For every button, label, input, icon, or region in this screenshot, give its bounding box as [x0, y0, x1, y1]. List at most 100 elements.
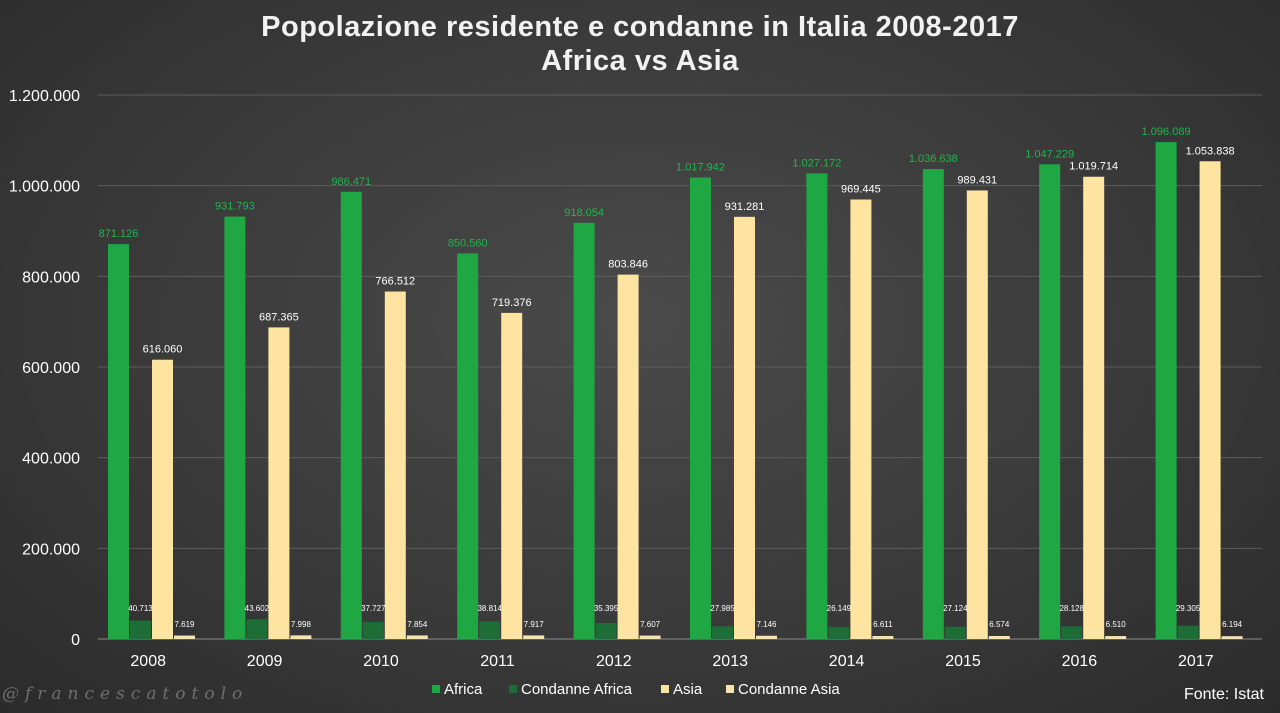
- bar-condanne-asia: [523, 635, 545, 639]
- x-tick-label: 2011: [480, 653, 515, 670]
- x-tick-label: 2012: [596, 653, 632, 670]
- bar-asia: [1083, 176, 1105, 639]
- legend-label: Condanne Africa: [521, 681, 633, 698]
- data-label: 1.053.838: [1186, 145, 1235, 157]
- y-tick-label: 400.000: [22, 451, 80, 468]
- data-label: 43.602: [245, 604, 270, 613]
- chart-title: Popolazione residente e condanne in Ital…: [0, 10, 1280, 78]
- data-label: 6.574: [989, 620, 1010, 629]
- bar-asia: [734, 216, 755, 639]
- bar-condanne-asia: [988, 636, 1010, 639]
- watermark: @francescatotolo: [2, 684, 249, 704]
- bar-africa: [1039, 164, 1061, 640]
- bar-africa: [340, 191, 362, 640]
- bar-africa: [573, 222, 595, 639]
- bar-condanne-africa: [1061, 626, 1083, 639]
- bar-condanne-africa: [479, 621, 501, 639]
- data-label: 26.149: [827, 604, 852, 613]
- bar-africa: [108, 244, 129, 640]
- data-label: 719.376: [492, 297, 532, 309]
- data-label: 1.017.942: [676, 162, 725, 174]
- bar-condanne-africa: [944, 626, 966, 639]
- bar-condanne-africa: [712, 626, 733, 639]
- data-label: 35.395: [594, 604, 619, 613]
- data-label: 616.060: [143, 344, 183, 356]
- bar-condanne-asia: [756, 635, 777, 639]
- bar-condanne-africa: [130, 620, 151, 639]
- bar-condanne-asia: [639, 635, 661, 639]
- legend-label: Africa: [444, 681, 483, 698]
- bar-condanne-africa: [1177, 625, 1199, 639]
- x-tick-label: 2010: [363, 653, 399, 670]
- bar-asia: [501, 312, 523, 639]
- legend-label: Asia: [673, 681, 703, 698]
- x-tick-label: 2013: [712, 653, 748, 670]
- data-label: 986.471: [331, 176, 371, 188]
- data-label: 1.096.089: [1142, 126, 1191, 138]
- data-label: 1.047.229: [1025, 148, 1074, 160]
- data-label: 7.917: [524, 620, 545, 629]
- bar-africa: [922, 169, 944, 639]
- bar-condanne-asia: [872, 636, 894, 639]
- bar-condanne-asia: [1221, 636, 1243, 639]
- data-label: 7.146: [756, 620, 777, 629]
- data-label: 871.126: [99, 228, 139, 240]
- data-label: 38.814: [477, 604, 502, 613]
- x-tick-label: 2008: [130, 653, 166, 670]
- chart-title-line2: Africa vs Asia: [541, 45, 739, 77]
- bar-condanne-asia: [1105, 636, 1127, 639]
- x-tick-label: 2009: [247, 653, 283, 670]
- data-label: 1.019.714: [1069, 161, 1118, 173]
- y-tick-label: 1.000.000: [9, 179, 80, 196]
- x-tick-label: 2016: [1062, 653, 1098, 670]
- bar-asia: [1199, 161, 1221, 639]
- chart-title-line1: Popolazione residente e condanne in Ital…: [261, 11, 1019, 43]
- bar-africa: [806, 173, 828, 639]
- data-label: 40.713: [128, 604, 153, 613]
- data-label: 1.036.638: [909, 153, 958, 165]
- bar-condanne-africa: [595, 622, 617, 639]
- data-label: 1.027.172: [792, 157, 841, 169]
- data-label: 803.846: [608, 259, 648, 271]
- data-label: 6.510: [1106, 620, 1127, 629]
- data-label: 29.305: [1176, 604, 1201, 613]
- bar-condanne-africa: [246, 619, 268, 639]
- bar-asia: [152, 359, 173, 639]
- legend-swatch: [432, 685, 440, 693]
- bar-condanne-asia: [290, 635, 312, 639]
- y-tick-label: 200.000: [22, 541, 80, 558]
- data-label: 7.998: [291, 620, 312, 629]
- data-label: 969.445: [841, 184, 881, 196]
- data-label: 7.607: [640, 620, 661, 629]
- data-label: 7.619: [174, 620, 195, 629]
- bar-africa: [1155, 142, 1177, 639]
- bar-asia: [850, 199, 872, 640]
- x-tick-label: 2017: [1178, 653, 1214, 670]
- y-tick-label: 800.000: [22, 269, 80, 286]
- bar-asia: [966, 190, 988, 639]
- data-label: 6.194: [1222, 620, 1243, 629]
- y-tick-label: 600.000: [22, 360, 80, 377]
- y-tick-label: 1.200.000: [9, 88, 80, 105]
- data-label: 931.793: [215, 201, 255, 213]
- data-label: 766.512: [375, 276, 415, 288]
- y-tick-label: 0: [71, 632, 80, 649]
- bar-condanne-asia: [406, 635, 428, 639]
- legend-swatch: [509, 685, 517, 693]
- data-label: 37.727: [361, 604, 386, 613]
- data-label: 27.985: [710, 604, 735, 613]
- bar-africa: [224, 216, 246, 640]
- bar-condanne-asia: [174, 635, 195, 639]
- bar-condanne-africa: [828, 627, 850, 639]
- data-label: 687.365: [259, 311, 299, 323]
- data-label: 850.560: [448, 237, 488, 249]
- x-tick-label: 2014: [829, 653, 865, 670]
- data-label: 7.854: [407, 620, 428, 629]
- x-tick-label: 2015: [945, 653, 981, 670]
- source-note: Fonte: Istat: [1183, 686, 1264, 703]
- data-label: 918.054: [564, 207, 604, 219]
- bar-asia: [384, 291, 406, 639]
- data-label: 6.611: [873, 620, 893, 629]
- bar-asia: [268, 327, 290, 639]
